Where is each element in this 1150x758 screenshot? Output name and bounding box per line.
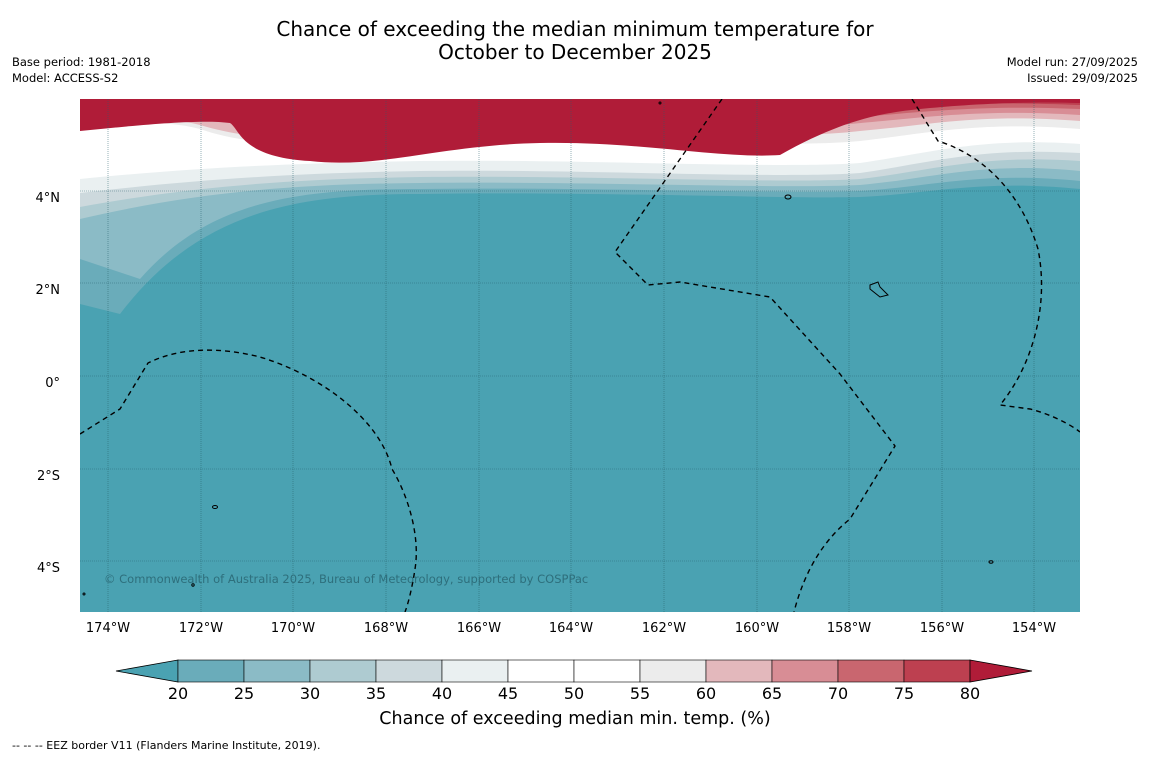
colorbar-segment [507, 659, 575, 683]
model-name: Model: ACCESS-S2 [12, 71, 119, 85]
eez-borders [80, 99, 1080, 612]
map-title: Chance of exceeding the median minimum t… [0, 18, 1150, 64]
colorbar-tick-label: 75 [893, 684, 915, 703]
gridlines [80, 99, 1080, 612]
colorbar-tick-label: 60 [695, 684, 717, 703]
colorbar [115, 659, 1033, 683]
meta-left: Base period: 1981-2018 Model: ACCESS-S2 [12, 54, 151, 86]
island-f [82, 592, 86, 596]
lon-label-172w: 172°W [178, 621, 224, 636]
colorbar-tick-label: 80 [959, 684, 981, 703]
island-b [869, 281, 889, 298]
issued-date: Issued: 29/09/2025 [1027, 71, 1138, 85]
lon-label-170w: 170°W [270, 621, 316, 636]
lon-label-156w: 156°W [919, 621, 965, 636]
colorbar-tick-label: 45 [497, 684, 519, 703]
colorbar-tick-label: 70 [827, 684, 849, 703]
eez-footnote: -- -- -- EEZ border V11 (Flanders Marine… [12, 739, 321, 752]
colorbar-segment [903, 659, 971, 683]
colorbar-tick-label: 20 [167, 684, 189, 703]
colorbar-label: Chance of exceeding median min. temp. (%… [379, 709, 771, 729]
colorbar-segment [837, 659, 905, 683]
colorbar-tick-label: 65 [761, 684, 783, 703]
colorbar-segment [375, 659, 443, 683]
map-plot [80, 99, 1080, 612]
eez-border-central [614, 99, 896, 612]
lon-label-174w: 174°W [85, 621, 131, 636]
island-e [191, 583, 195, 587]
colorbar-segment [243, 659, 311, 683]
band-80-plus-main [80, 99, 1080, 163]
colorbar-tick-label: 30 [299, 684, 321, 703]
lon-label-168w: 168°W [363, 621, 409, 636]
lon-label-166w: 166°W [456, 621, 502, 636]
lon-label-162w: 162°W [641, 621, 687, 636]
islands [82, 101, 994, 596]
colorbar-tick-label: 50 [563, 684, 585, 703]
lon-label-160w: 160°W [734, 621, 780, 636]
island-c [212, 505, 218, 509]
colorbar-extend-low [115, 659, 179, 683]
colorbar-segment [441, 659, 509, 683]
copyright-note: © Commonwealth of Australia 2025, Bureau… [104, 572, 589, 586]
colorbar-segment [705, 659, 773, 683]
lon-label-164w: 164°W [548, 621, 594, 636]
title-line-2: October to December 2025 [438, 40, 712, 64]
colorbar-tick-label: 40 [431, 684, 453, 703]
colorbar-tick-label: 25 [233, 684, 255, 703]
colorbar-tick-label: 55 [629, 684, 651, 703]
model-run: Model run: 27/09/2025 [1006, 55, 1138, 69]
colorbar-extend-high [969, 659, 1033, 683]
colorbar-segment [309, 659, 377, 683]
lon-label-158w: 158°W [826, 621, 872, 636]
island-g [658, 101, 662, 105]
colorbar-segment [177, 659, 245, 683]
title-line-1: Chance of exceeding the median minimum t… [276, 17, 874, 41]
island-a [784, 194, 792, 200]
colorbar-segment [639, 659, 707, 683]
colorbar-tick-label: 35 [365, 684, 387, 703]
lon-label-154w: 154°W [1011, 621, 1057, 636]
island-d [988, 560, 994, 564]
colorbar-segment [771, 659, 839, 683]
meta-right: Model run: 27/09/2025 Issued: 29/09/2025 [1007, 54, 1138, 86]
colorbar-segment [573, 659, 641, 683]
base-period: Base period: 1981-2018 [12, 55, 151, 69]
eez-border-west [80, 349, 417, 612]
